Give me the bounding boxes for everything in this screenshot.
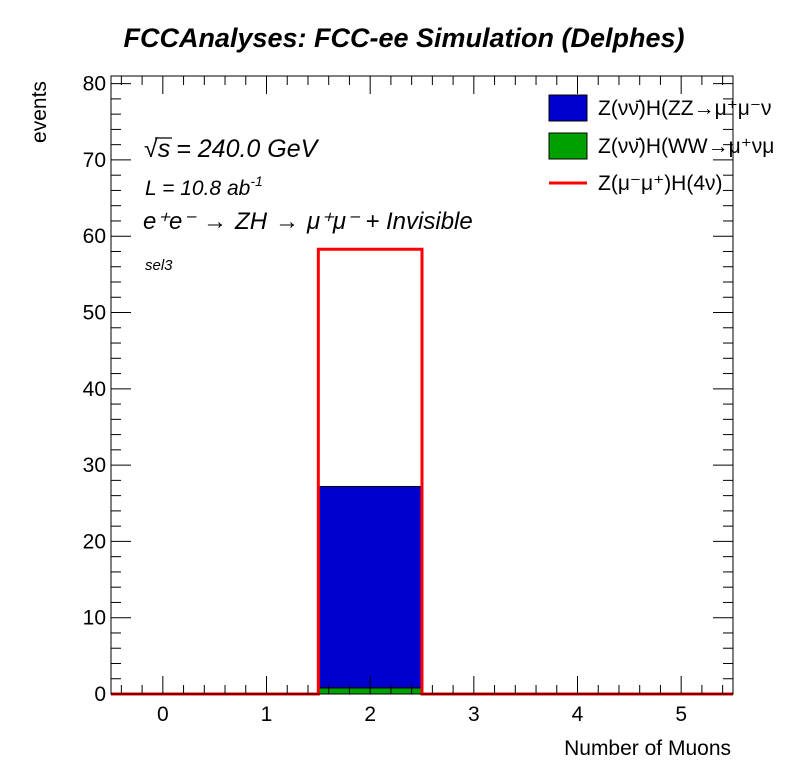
histogram-line-series-2 bbox=[111, 247, 733, 696]
y-tick-label: 30 bbox=[83, 454, 106, 477]
process-zh: ZH bbox=[234, 208, 268, 235]
y-tick-label: 0 bbox=[94, 683, 106, 706]
sqrt-symbol: √ bbox=[144, 135, 158, 163]
legend: Z(νν̄)H(ZZ→μ⁺μ⁻ν Z(νν̄)H(WW→μ⁺νμ Z(μ⁻μ⁺)H(… bbox=[548, 94, 774, 195]
axes: 0 10 20 30 40 50 60 70 80 0 1 2 3 4 5 bbox=[83, 73, 734, 726]
x-tick-label: 1 bbox=[261, 703, 273, 726]
annotations: √s = 240.0 GeV L = 10.8 ab-1 e⁺e⁻ → ZH → μ⁺μ⁻… bbox=[143, 135, 473, 274]
y-tick-label: 10 bbox=[83, 607, 106, 630]
legend-swatch-series-1 bbox=[548, 94, 588, 122]
y-tick-label: 70 bbox=[83, 149, 106, 172]
process-arrow-1: → bbox=[203, 208, 227, 235]
plot-frame bbox=[110, 75, 734, 695]
y-tick-label: 20 bbox=[83, 530, 106, 553]
lumi-text: L = 10.8 ab bbox=[145, 177, 251, 200]
process-final: μ⁺μ⁻ + Invisible bbox=[306, 208, 473, 235]
process-annotation: e⁺e⁻ → ZH → μ⁺μ⁻ + Invisible bbox=[143, 208, 473, 235]
legend-label-series-2: Z(μ⁻μ⁺)H(4ν) bbox=[598, 172, 723, 195]
y-tick-label: 60 bbox=[83, 225, 106, 248]
chart-title: FCCAnalyses: FCC-ee Simulation (Delphes) bbox=[123, 23, 684, 53]
y-tick-label: 80 bbox=[83, 73, 106, 96]
sqrt-s-value: = 240.0 GeV bbox=[176, 135, 319, 163]
y-tick-label: 40 bbox=[83, 378, 106, 401]
y-tick-label: 50 bbox=[83, 302, 106, 325]
x-tick-label: 0 bbox=[157, 703, 169, 726]
lumi-exponent: -1 bbox=[250, 173, 262, 189]
sqrt-s-var: s bbox=[158, 135, 171, 163]
x-tick-label: 3 bbox=[468, 703, 480, 726]
process-initial: e⁺e⁻ bbox=[143, 208, 197, 235]
x-tick-label: 2 bbox=[364, 703, 376, 726]
bar-series-1-bin-2 bbox=[317, 485, 423, 689]
process-arrow-2: → bbox=[275, 208, 299, 235]
plot-area bbox=[111, 247, 733, 696]
x-tick-label: 4 bbox=[572, 703, 584, 726]
x-axis-label: Number of Muons bbox=[564, 737, 731, 760]
lumi-annotation: L = 10.8 ab-1 bbox=[145, 173, 263, 200]
selection-label: sel3 bbox=[145, 257, 173, 274]
legend-swatch-series-0 bbox=[548, 132, 588, 160]
x-tick-label: 5 bbox=[675, 703, 687, 726]
legend-label-series-1: Z(νν̄)H(ZZ→μ⁺μ⁻ν bbox=[598, 97, 772, 120]
y-axis-label: events bbox=[28, 81, 51, 143]
legend-label-series-0: Z(νν̄)H(WW→μ⁺νμ bbox=[598, 135, 774, 158]
sqrt-s-annotation: √s = 240.0 GeV bbox=[144, 135, 320, 163]
